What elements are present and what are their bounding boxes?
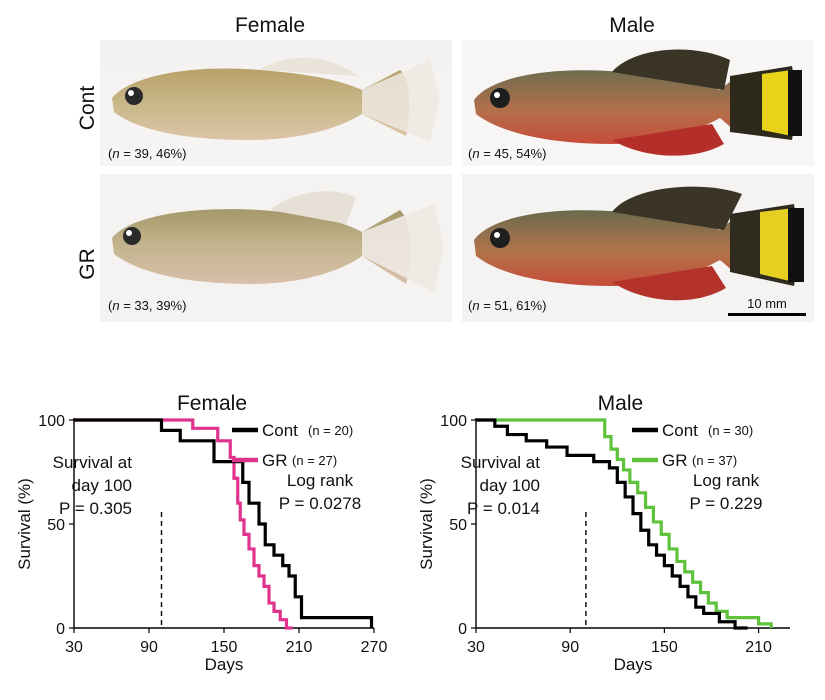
x-tick-label-male-210: 210: [745, 639, 772, 656]
legend-n-male-cont: (n = 30): [708, 423, 753, 438]
survival-curve-female-gr: [74, 418, 293, 630]
legend-n-male-gr: (n = 37): [692, 453, 737, 468]
caption-female-gr-pct: , 39%): [148, 298, 187, 313]
annotation-survival-day100-male-line0: Survival at: [461, 453, 541, 472]
x-tick-label-male-90: 90: [561, 639, 579, 656]
photo-male-gr: [462, 174, 814, 322]
chart-title-male: Male: [598, 392, 644, 415]
annotation-survival-day100-male-line2: P = 0.014: [467, 499, 540, 518]
y-tick-label-female-50: 50: [47, 517, 65, 534]
caption-male-gr: (n = 51, 61%): [468, 298, 547, 313]
caption-male-cont: (n = 45, 54%): [468, 146, 547, 161]
y-tick-label-female-0: 0: [56, 621, 65, 638]
y-tick-label-female-100: 100: [38, 413, 65, 430]
legend-n-female-gr: (n = 27): [292, 453, 337, 468]
legend-label-male-cont: Cont: [662, 421, 698, 440]
annotation-survival-day100-female-line0: Survival at: [53, 453, 133, 472]
scale-bar-label: 10 mm: [747, 296, 787, 311]
x-tick-label-male-30: 30: [467, 639, 485, 656]
caption-female-cont-n: 39: [134, 146, 149, 161]
survival-curve-female-cont: [74, 418, 374, 628]
x-tick-label-female-150: 150: [211, 639, 238, 656]
annotation-logrank-male-line1: P = 0.229: [690, 494, 763, 513]
scale-bar: 10 mm: [728, 296, 806, 316]
col-title-male: Male: [609, 14, 655, 37]
fish-female-cont-image: [112, 57, 440, 142]
caption-male-gr-pct: , 61%): [508, 298, 547, 313]
caption-female-cont: (n = 39, 46%): [108, 146, 187, 161]
col-title-female: Female: [234, 14, 306, 37]
survival-curve-male-cont: [476, 418, 748, 630]
x-axis-label-female: Days: [205, 655, 244, 674]
fish-male-cont-image: [474, 49, 802, 156]
row-label-gr: GR: [76, 248, 99, 280]
y-axis-label-female: Survival (%): [15, 478, 34, 570]
legend-n-female-cont: (n = 20): [308, 423, 353, 438]
fish-male-gr-image: [474, 186, 804, 301]
y-tick-label-male-50: 50: [449, 517, 467, 534]
x-tick-label-female-270: 270: [361, 639, 388, 656]
photo-female-cont: [100, 40, 452, 166]
x-tick-label-male-150: 150: [651, 639, 678, 656]
survival-chart-male: Male 30 90 150 210 0 50 100 Days Survival (%) Cont…: [417, 392, 790, 674]
x-axis-label-male: Days: [614, 655, 653, 674]
caption-female-gr-n: 33: [134, 298, 149, 313]
legend-label-male-gr: GR: [662, 451, 688, 470]
caption-male-cont-n: 45: [494, 146, 509, 161]
x-tick-label-female-30: 30: [65, 639, 83, 656]
annotation-logrank-female-line1: P = 0.0278: [279, 494, 361, 513]
annotation-logrank-male-line0: Log rank: [693, 471, 760, 490]
caption-female-cont-pct: , 46%): [148, 146, 187, 161]
y-tick-label-male-0: 0: [458, 621, 467, 638]
survival-chart-female: Female 30 90 150 210 270 0 50 100 Days Survival (%…: [15, 392, 388, 674]
row-label-cont: Cont: [76, 85, 99, 131]
annotation-survival-day100-female-line1: day 100: [72, 476, 133, 495]
caption-female-gr: (n = 33, 39%): [108, 298, 187, 313]
y-tick-label-male-100: 100: [440, 413, 467, 430]
legend-label-female-cont: Cont: [262, 421, 298, 440]
photo-female-gr: [100, 174, 452, 322]
fish-female-gr-image: [112, 191, 444, 292]
x-tick-label-female-210: 210: [286, 639, 313, 656]
photo-male-cont: [462, 40, 814, 166]
annotation-survival-day100-male-line1: day 100: [480, 476, 541, 495]
annotation-survival-day100-female-line2: P = 0.305: [59, 499, 132, 518]
chart-title-female: Female: [177, 392, 247, 415]
annotation-logrank-female-line0: Log rank: [287, 471, 354, 490]
caption-male-gr-n: 51: [494, 298, 509, 313]
y-axis-label-male: Survival (%): [417, 478, 436, 570]
scale-bar-line: [728, 313, 806, 316]
x-tick-label-female-90: 90: [140, 639, 158, 656]
legend-label-female-gr: GR: [262, 451, 288, 470]
caption-male-cont-pct: , 54%): [508, 146, 547, 161]
survival-curve-male-gr: [476, 418, 773, 628]
